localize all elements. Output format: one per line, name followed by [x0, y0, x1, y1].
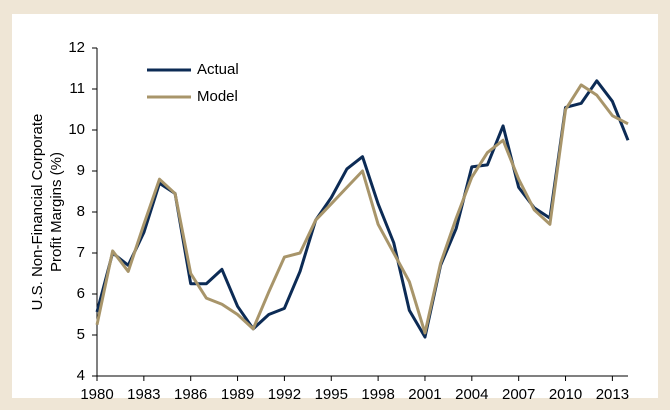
- y-tick-label: 5: [77, 326, 85, 343]
- x-tick-label: 2010: [549, 386, 582, 403]
- x-tick-label: 2007: [502, 386, 535, 403]
- y-tick-label: 9: [77, 162, 85, 179]
- x-tick-label: 2001: [408, 386, 441, 403]
- x-tick-label: 1983: [127, 386, 160, 403]
- x-tick-label: 1992: [268, 386, 301, 403]
- plot-background: [12, 14, 658, 398]
- x-tick-label: 2013: [596, 386, 629, 403]
- x-tick-label: 1995: [315, 386, 348, 403]
- y-tick-label: 6: [77, 285, 85, 302]
- y-tick-label: 7: [77, 244, 85, 261]
- x-tick-label: 1998: [361, 386, 394, 403]
- legend-label: Actual: [197, 61, 239, 78]
- y-tick-label: 4: [77, 367, 85, 384]
- x-tick-label: 1989: [221, 386, 254, 403]
- y-tick-label: 12: [68, 39, 85, 56]
- y-axis-label: Profit Margins (%): [48, 152, 65, 272]
- line-series: [95, 83, 629, 335]
- y-tick-label: 10: [68, 121, 85, 138]
- x-tick-label: 1980: [80, 386, 113, 403]
- y-tick-label: 11: [69, 80, 85, 97]
- legend-label: Model: [197, 88, 238, 105]
- x-tick-label: 1986: [174, 386, 207, 403]
- y-tick-label: 8: [77, 203, 85, 220]
- x-tick-label: 2004: [455, 386, 488, 403]
- y-axis-label: U.S. Non-Financial Corporate: [29, 114, 46, 311]
